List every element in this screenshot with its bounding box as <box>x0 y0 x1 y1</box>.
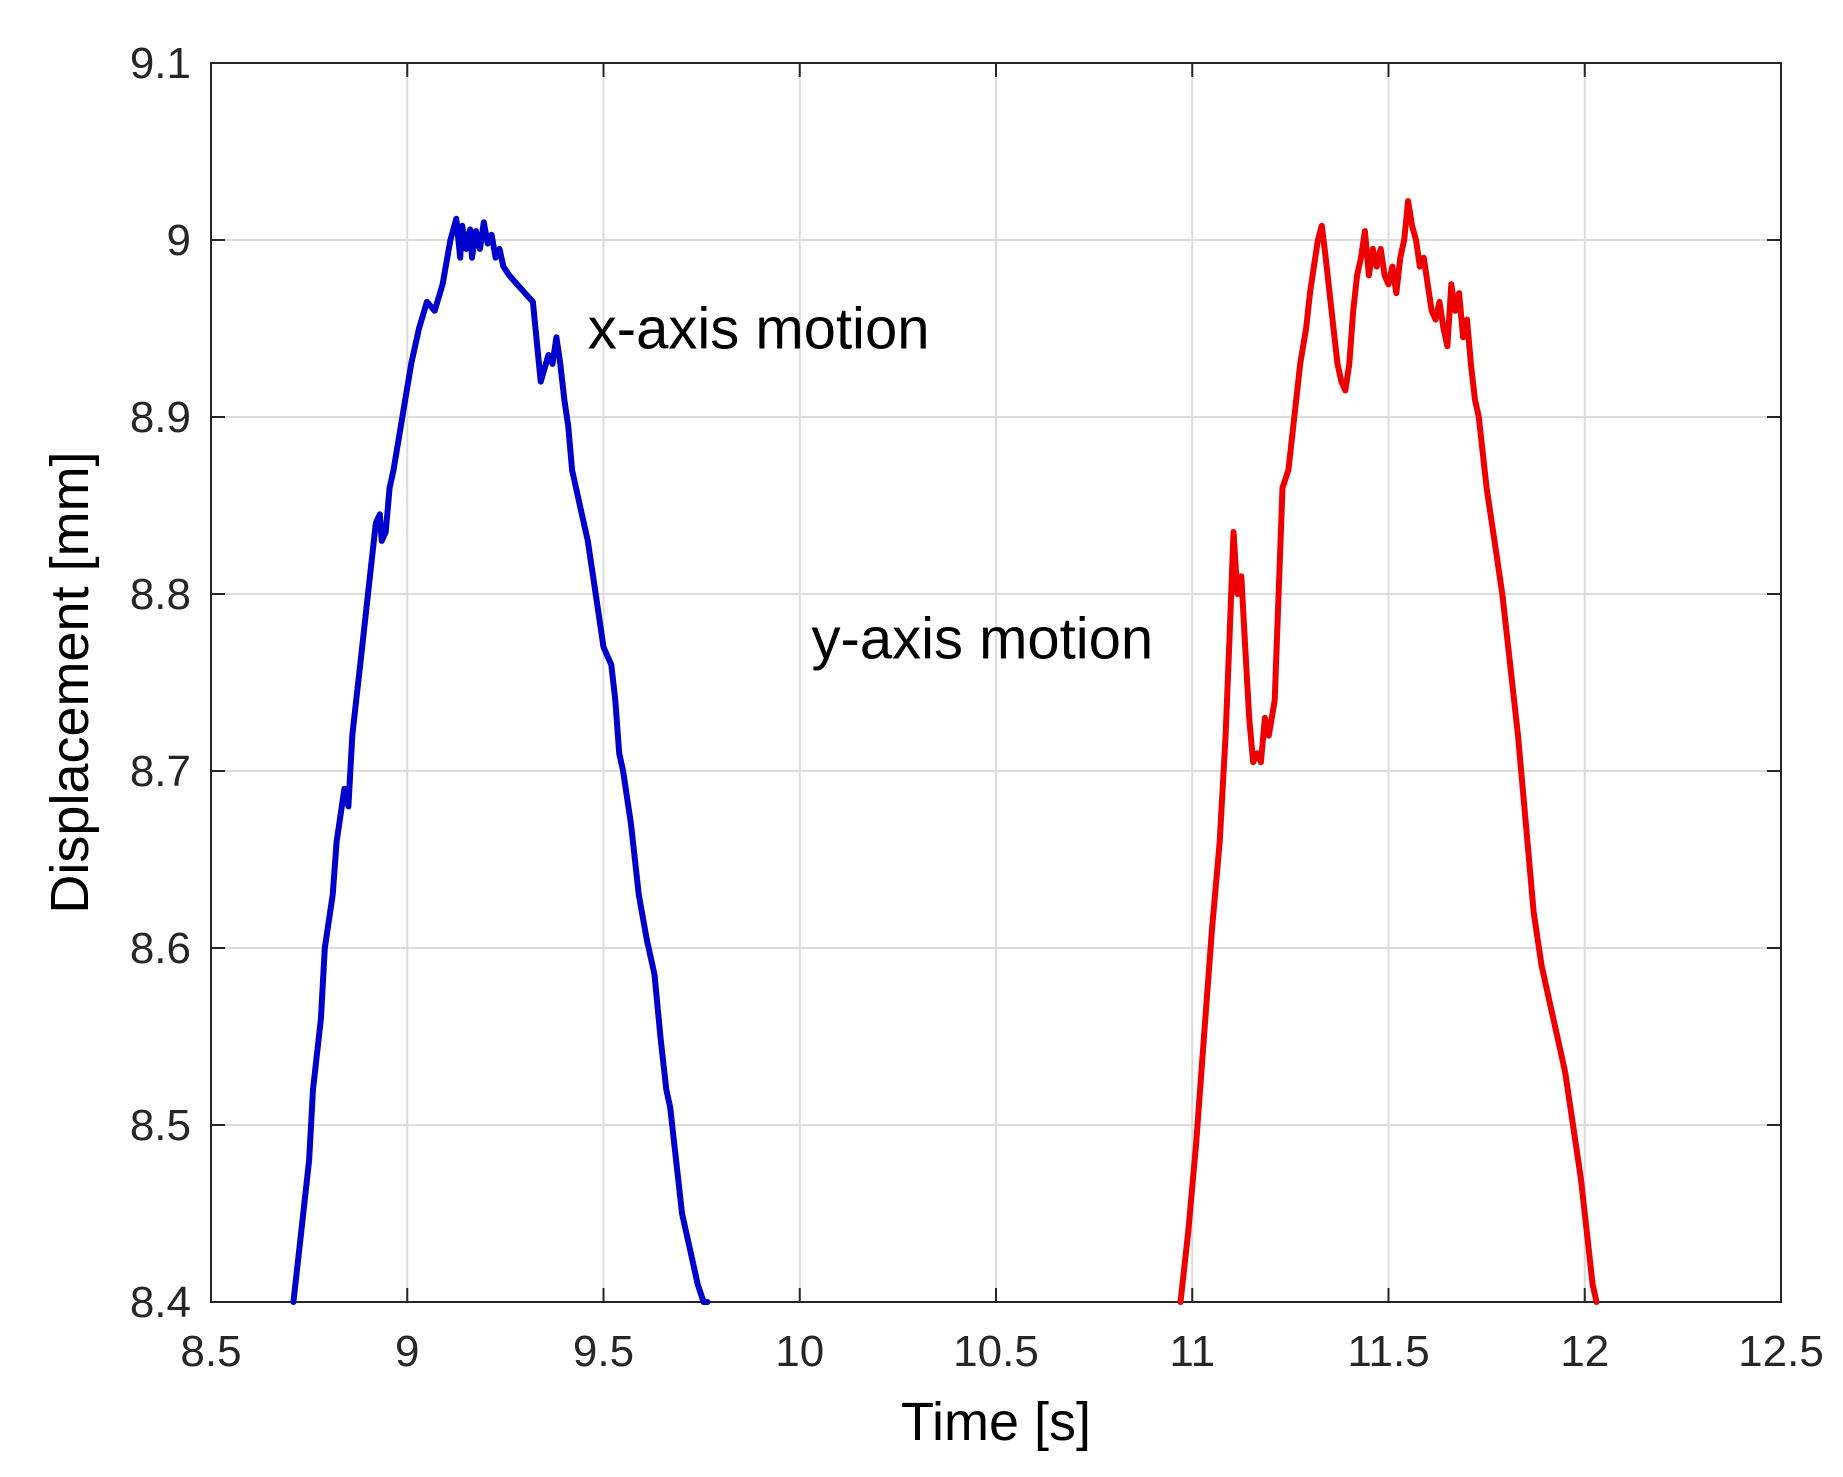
y-axis-title: Displacement [mm] <box>40 451 100 913</box>
y-tick-label: 8.6 <box>130 924 191 973</box>
y-tick-label: 9 <box>167 216 191 265</box>
series-line-2 <box>1177 198 1600 1305</box>
annotation-y-axis-motion: y-axis motion <box>812 606 1154 671</box>
x-tick-label: 9.5 <box>573 1327 634 1376</box>
x-tick-label: 10 <box>775 1327 824 1376</box>
x-tick-label: 8.5 <box>180 1327 241 1376</box>
x-tick-label: 11 <box>1169 1327 1215 1376</box>
y-tick-label: 8.7 <box>130 747 191 796</box>
series-line-1 <box>290 215 711 1305</box>
x-tick-label: 12.5 <box>1738 1327 1824 1376</box>
y-tick-label: 9.1 <box>130 39 191 88</box>
x-tick-label: 10.5 <box>953 1327 1039 1376</box>
y-tick-label: 8.8 <box>130 570 191 619</box>
x-tick-label: 12 <box>1560 1327 1609 1376</box>
axis-ticks <box>210 62 1782 1303</box>
x-tick-label: 9 <box>395 1327 419 1376</box>
series-layer <box>290 198 1600 1305</box>
annotation-x-axis-motion: x-axis motion <box>588 297 930 362</box>
y-tick-label: 8.9 <box>130 393 191 442</box>
tick-labels: 8.5 9 9.5 10 10.5 11 11.5 12 12.58.48.58.68.78.8… <box>130 39 1824 1376</box>
y-tick-label: 8.5 <box>130 1101 191 1150</box>
x-axis-title: Time [s] <box>901 1392 1091 1452</box>
y-tick-label: 8.4 <box>130 1278 191 1327</box>
x-tick-label: 11.5 <box>1347 1327 1429 1376</box>
